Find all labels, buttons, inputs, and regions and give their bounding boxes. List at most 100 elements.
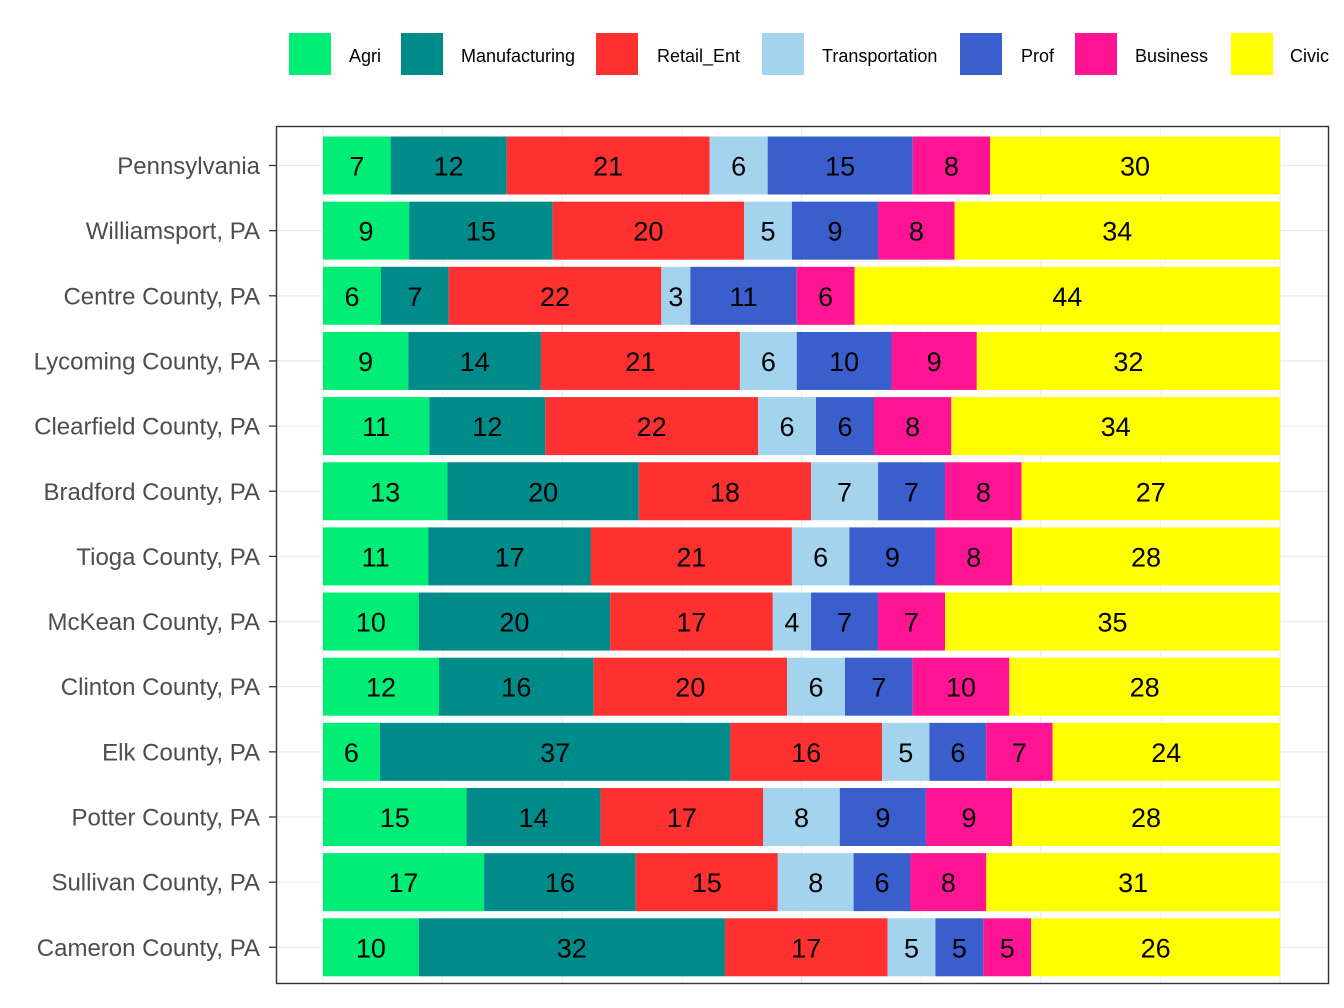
bar-manufacturing-potter-county-pa — [466, 788, 601, 846]
bar-retail-ent-bradford-county-pa — [638, 462, 812, 521]
bar-retail-ent-potter-county-pa — [600, 788, 764, 846]
bar-business-elk-county-pa — [986, 722, 1053, 781]
bar-prof-tioga-county-pa — [849, 527, 936, 586]
bar-civic-tioga-county-pa — [1012, 527, 1280, 586]
data-label-civic-sullivan-county-pa: 31 — [1118, 868, 1148, 898]
data-label-agri-lycoming-county-pa: 9 — [358, 347, 373, 377]
bar-prof-centre-county-pa — [690, 266, 797, 325]
bar-transportation-mckean-county-pa — [772, 592, 812, 651]
bar-civic-clearfield-county-pa — [951, 397, 1280, 456]
data-label-civic-clinton-county-pa: 28 — [1130, 673, 1160, 703]
data-label-business-mckean-county-pa: 7 — [904, 608, 919, 638]
bar-prof-clinton-county-pa — [845, 657, 913, 716]
legend-label-agri: Agri — [349, 46, 381, 66]
bar-business-sullivan-county-pa — [910, 853, 987, 912]
bar-prof-bradford-county-pa — [878, 462, 946, 521]
bar-prof-cameron-county-pa — [935, 918, 984, 977]
bar-business-bradford-county-pa — [945, 462, 1022, 521]
legend-label-manufacturing: Manufacturing — [461, 46, 575, 66]
legend-label-transportation: Transportation — [822, 46, 937, 66]
y-tick-label-cameron-county-pa: Cameron County, PA — [37, 935, 260, 962]
data-label-retail-ent-tioga-county-pa: 21 — [676, 542, 706, 572]
data-label-civic-cameron-county-pa: 26 — [1141, 933, 1171, 963]
data-label-prof-clearfield-county-pa: 6 — [837, 412, 852, 442]
data-label-business-tioga-county-pa: 8 — [966, 542, 981, 572]
legend-label-prof: Prof — [1021, 46, 1055, 66]
bar-business-lycoming-county-pa — [891, 331, 977, 390]
data-label-business-williamsport-pa: 8 — [909, 217, 924, 247]
bar-prof-potter-county-pa — [839, 788, 926, 846]
bar-civic-sullivan-county-pa — [986, 853, 1280, 912]
bar-retail-ent-mckean-county-pa — [610, 592, 773, 651]
y-tick-label-mckean-county-pa: McKean County, PA — [47, 609, 260, 636]
data-label-manufacturing-potter-county-pa: 14 — [519, 803, 549, 833]
bar-retail-ent-cameron-county-pa — [724, 918, 888, 977]
data-label-manufacturing-williamsport-pa: 15 — [466, 217, 496, 247]
bar-manufacturing-sullivan-county-pa — [484, 853, 636, 912]
bar-civic-clinton-county-pa — [1009, 657, 1280, 716]
data-label-transportation-williamsport-pa: 5 — [760, 217, 775, 247]
bar-transportation-tioga-county-pa — [791, 527, 850, 586]
data-label-civic-pennsylvania: 30 — [1120, 152, 1150, 182]
y-tick-label-pennsylvania: Pennsylvania — [117, 153, 260, 180]
data-label-prof-sullivan-county-pa: 6 — [875, 868, 890, 898]
bar-manufacturing-tioga-county-pa — [428, 527, 591, 586]
data-label-manufacturing-pennsylvania: 12 — [434, 152, 464, 182]
data-label-civic-elk-county-pa: 24 — [1151, 738, 1181, 768]
data-label-retail-ent-centre-county-pa: 22 — [540, 282, 570, 312]
bar-transportation-sullivan-county-pa — [777, 853, 854, 912]
data-label-business-elk-county-pa: 7 — [1012, 738, 1027, 768]
legend-swatch-business — [1075, 33, 1117, 75]
y-tick-label-elk-county-pa: Elk County, PA — [102, 739, 260, 766]
bar-transportation-lycoming-county-pa — [739, 331, 797, 390]
bar-agri-tioga-county-pa — [323, 527, 429, 586]
bar-prof-lycoming-county-pa — [796, 331, 892, 390]
y-tick-label-sullivan-county-pa: Sullivan County, PA — [51, 870, 260, 897]
plot-panel: 7 12 21 6 15 8 309 15 20 5 9 8 346 7 22 3 11 6 449 14 21 6 10 9… — [275, 125, 1330, 985]
bar-prof-williamsport-pa — [791, 201, 879, 260]
data-label-civic-clearfield-county-pa: 34 — [1101, 412, 1131, 442]
data-label-transportation-bradford-county-pa: 7 — [837, 477, 852, 507]
data-label-prof-tioga-county-pa: 9 — [885, 542, 900, 572]
bars — [323, 136, 1280, 977]
legend-label-retail-ent: Retail_Ent — [657, 46, 740, 67]
bar-manufacturing-williamsport-pa — [409, 201, 553, 260]
bar-civic-lycoming-county-pa — [976, 331, 1280, 390]
data-label-prof-pennsylvania: 15 — [825, 152, 855, 182]
data-label-manufacturing-clearfield-county-pa: 12 — [472, 412, 502, 442]
bar-agri-lycoming-county-pa — [323, 331, 409, 390]
data-label-prof-elk-county-pa: 6 — [950, 738, 965, 768]
bar-manufacturing-cameron-county-pa — [418, 918, 725, 977]
legend-swatch-agri — [289, 33, 331, 75]
data-label-transportation-cameron-county-pa: 5 — [904, 933, 919, 963]
data-label-agri-clearfield-county-pa: 11 — [362, 412, 390, 442]
data-label-transportation-tioga-county-pa: 6 — [813, 542, 828, 572]
bar-civic-bradford-county-pa — [1021, 462, 1280, 521]
data-label-civic-bradford-county-pa: 27 — [1136, 477, 1166, 507]
data-label-retail-ent-potter-county-pa: 17 — [667, 803, 697, 833]
y-tick-label-clinton-county-pa: Clinton County, PA — [61, 674, 260, 701]
bar-manufacturing-bradford-county-pa — [447, 462, 639, 521]
data-label-retail-ent-cameron-county-pa: 17 — [791, 933, 821, 963]
bar-retail-ent-lycoming-county-pa — [540, 331, 740, 390]
data-label-civic-lycoming-county-pa: 32 — [1113, 347, 1143, 377]
bar-manufacturing-clearfield-county-pa — [429, 397, 546, 456]
bar-transportation-cameron-county-pa — [887, 918, 936, 977]
data-label-transportation-mckean-county-pa: 4 — [784, 608, 799, 638]
bar-retail-ent-tioga-county-pa — [590, 527, 792, 586]
data-label-agri-bradford-county-pa: 13 — [370, 477, 400, 507]
data-label-manufacturing-elk-county-pa: 37 — [540, 738, 570, 768]
bar-transportation-williamsport-pa — [744, 201, 792, 260]
bar-agri-elk-county-pa — [323, 722, 380, 781]
legend-swatch-prof — [960, 33, 1002, 75]
legend-swatch-civic — [1231, 33, 1273, 75]
data-label-retail-ent-elk-county-pa: 16 — [791, 738, 821, 768]
data-label-prof-potter-county-pa: 9 — [875, 803, 890, 833]
data-label-transportation-potter-county-pa: 8 — [794, 803, 809, 833]
data-label-business-clinton-county-pa: 10 — [946, 673, 976, 703]
bar-retail-ent-williamsport-pa — [552, 201, 745, 260]
data-label-retail-ent-sullivan-county-pa: 15 — [692, 868, 722, 898]
bar-transportation-elk-county-pa — [882, 722, 930, 781]
bar-prof-clearfield-county-pa — [816, 397, 874, 456]
